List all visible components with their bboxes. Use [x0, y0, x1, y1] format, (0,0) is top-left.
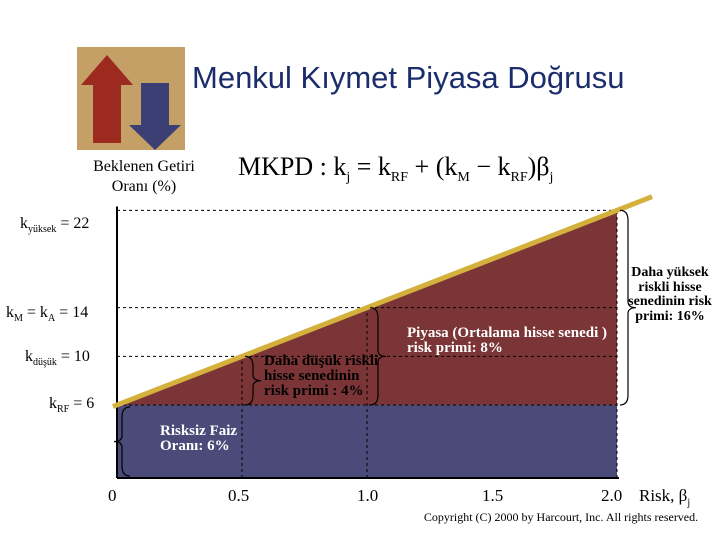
x-tick-2.0: 2.0 — [601, 486, 623, 505]
x-tick-0.5: 0.5 — [228, 486, 250, 505]
y-label-market: kM = kA = 14 — [6, 304, 89, 325]
formula-eq: = k — [350, 152, 391, 181]
x-tick-1.5: 1.5 — [482, 486, 504, 505]
y-axis-label-line1: Beklenen Getiri — [93, 158, 195, 175]
x-tick-0: 0 — [108, 486, 117, 505]
formula-minus: − k — [469, 152, 511, 181]
page-title: Menkul Kıymet Piyasa Doğrusu — [192, 60, 625, 95]
brace-high-premium — [619, 209, 637, 406]
brace-low-premium — [244, 355, 262, 406]
y-label-rf: kRF = 6 — [49, 395, 95, 416]
brace-risk-free — [113, 406, 131, 477]
logo-down-arrow — [129, 83, 181, 150]
formula-sub-m: M — [457, 170, 470, 186]
logo-up-arrow — [81, 55, 133, 143]
formula-sub-rf2: RF — [510, 170, 528, 186]
brace-market-premium — [369, 307, 387, 406]
copyright: Copyright (C) 2000 by Harcourt, Inc. All… — [423, 510, 699, 524]
annotation-risk-free: Risksiz Faiz Oranı: 6% — [160, 423, 238, 454]
formula-sub-rf: RF — [390, 170, 409, 186]
up-down-arrows-icon — [77, 47, 185, 150]
y-axis-label: Beklenen Getiri Oranı (%) — [74, 157, 214, 197]
sml-line — [112, 194, 653, 409]
y-label-high: kyüksek = 22 — [20, 215, 90, 236]
x-tick-1.0: 1.0 — [357, 486, 379, 505]
annotation-market-premium: Piyasa (Ortalama hisse senedi ) risk pri… — [407, 325, 607, 356]
formula-plus: + (k — [408, 152, 458, 181]
annotation-high-premium: Daha yüksek riskli hisse senedinin risk … — [628, 265, 712, 324]
y-label-low: kdüşük = 10 — [25, 348, 90, 369]
formula-sub-j: j — [346, 170, 351, 186]
sml-formula: MKPD : kj = kRF + (kM − kRF)βj — [238, 152, 553, 186]
y-axis-label-line2: Oranı (%) — [111, 178, 177, 195]
annotation-low-premium: Daha düşük riskli hisse senedinin risk p… — [264, 353, 379, 399]
x-axis-label: Risk, βj — [639, 486, 691, 509]
formula-close: )β — [527, 152, 550, 181]
formula-lhs: MKPD : k — [238, 152, 347, 181]
formula-sub-j2: j — [549, 170, 554, 186]
